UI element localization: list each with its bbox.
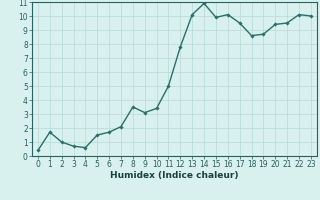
X-axis label: Humidex (Indice chaleur): Humidex (Indice chaleur) bbox=[110, 171, 239, 180]
